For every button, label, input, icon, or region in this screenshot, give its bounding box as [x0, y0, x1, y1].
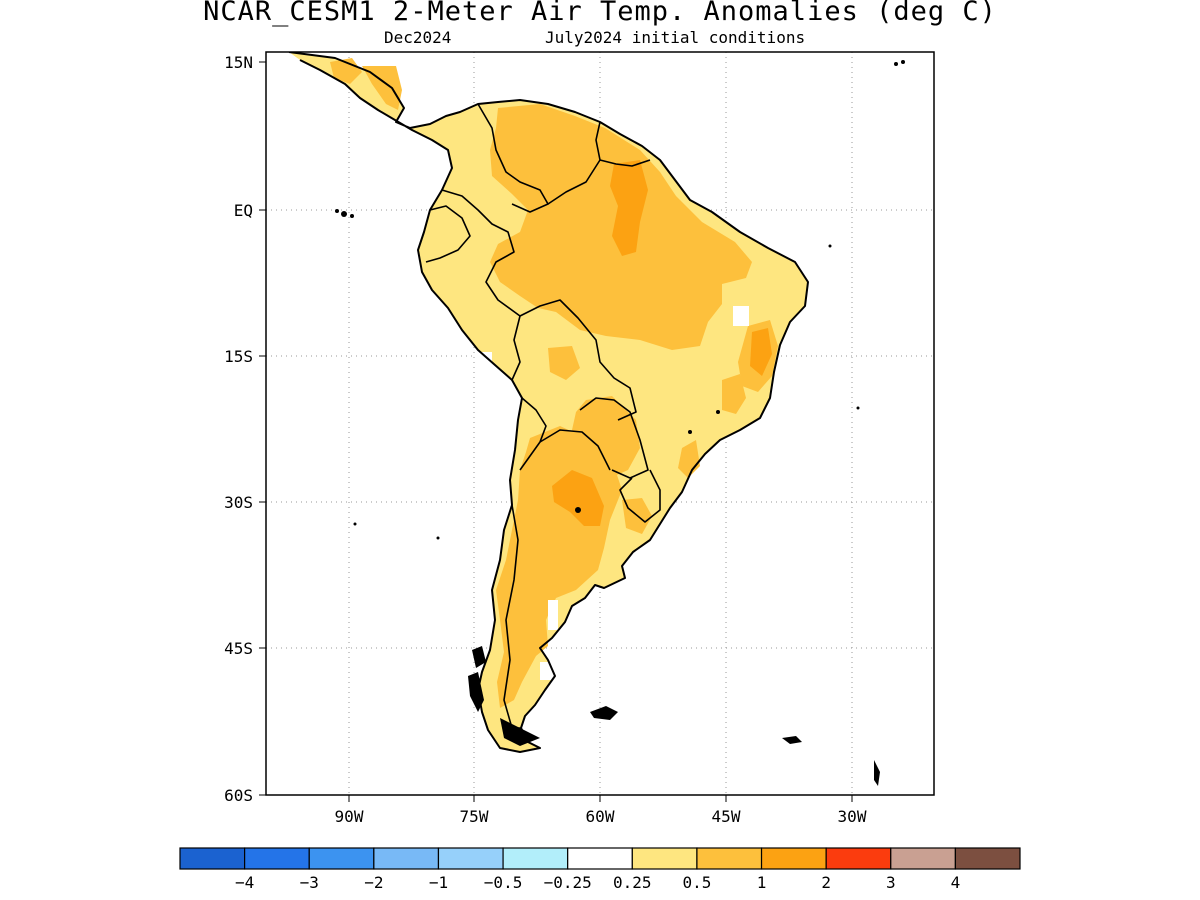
colorbar-swatch: [631, 847, 698, 870]
axis-ticks: [259, 61, 853, 802]
map-title: NCAR_CESM1 2-Meter Air Temp. Anomalies (…: [203, 0, 997, 27]
y-tick-label: EQ: [234, 201, 253, 220]
colorbar-label: 2: [821, 873, 831, 892]
colorbar-label: −2: [364, 873, 383, 892]
colorbar-label: −0.25: [544, 873, 592, 892]
colorbar-label: −3: [300, 873, 319, 892]
colorbar-swatch: [954, 847, 1021, 870]
colorbar-label: 0.25: [613, 873, 652, 892]
colorbar-swatch: [696, 847, 763, 870]
colorbar-swatch: [890, 847, 956, 870]
valid-month: Dec2024: [384, 28, 452, 47]
colorbar-label: −1: [429, 873, 448, 892]
colorbar-swatch: [244, 847, 310, 870]
country-borders: [425, 103, 661, 729]
y-tick-label: 45S: [224, 639, 253, 658]
init-conditions: July2024 initial conditions: [545, 28, 806, 47]
y-tick-labels: 15N EQ 15S 30S 45S 60S: [224, 53, 253, 805]
y-tick-label: 30S: [224, 493, 253, 512]
colorbar-label: 0.5: [682, 873, 711, 892]
y-tick-label: 15S: [224, 347, 253, 366]
colorbar-swatch: [567, 847, 633, 870]
coastline: [288, 52, 809, 753]
colorbar-swatch: [308, 847, 375, 870]
x-tick-label: 45W: [712, 807, 741, 826]
colorbar-labels: −4 −3 −2 −1 −0.5 −0.25 0.25 0.5 1 2 3 4: [235, 873, 960, 892]
x-tick-label: 30W: [838, 807, 867, 826]
colorbar-label: 4: [951, 873, 961, 892]
colorbar: [179, 847, 1021, 870]
colorbar-swatch: [825, 847, 892, 870]
colorbar-swatch: [373, 847, 440, 870]
colorbar-swatch: [437, 847, 504, 870]
colorbar-label: 3: [886, 873, 896, 892]
x-tick-label: 75W: [460, 807, 489, 826]
colorbar-swatch: [502, 847, 569, 870]
colorbar-label: −4: [235, 873, 254, 892]
x-tick-label: 60W: [586, 807, 615, 826]
colorbar-swatch: [179, 847, 246, 870]
colorbar-label: 1: [757, 873, 767, 892]
islands: [335, 60, 905, 786]
x-tick-label: 90W: [335, 807, 364, 826]
y-tick-label: 60S: [224, 786, 253, 805]
colorbar-swatch: [760, 847, 827, 870]
strong-anomaly-patches: [552, 160, 772, 526]
x-tick-labels: 90W 75W 60W 45W 30W: [335, 807, 867, 826]
y-tick-label: 15N: [224, 53, 253, 72]
colorbar-label: −0.5: [484, 873, 523, 892]
